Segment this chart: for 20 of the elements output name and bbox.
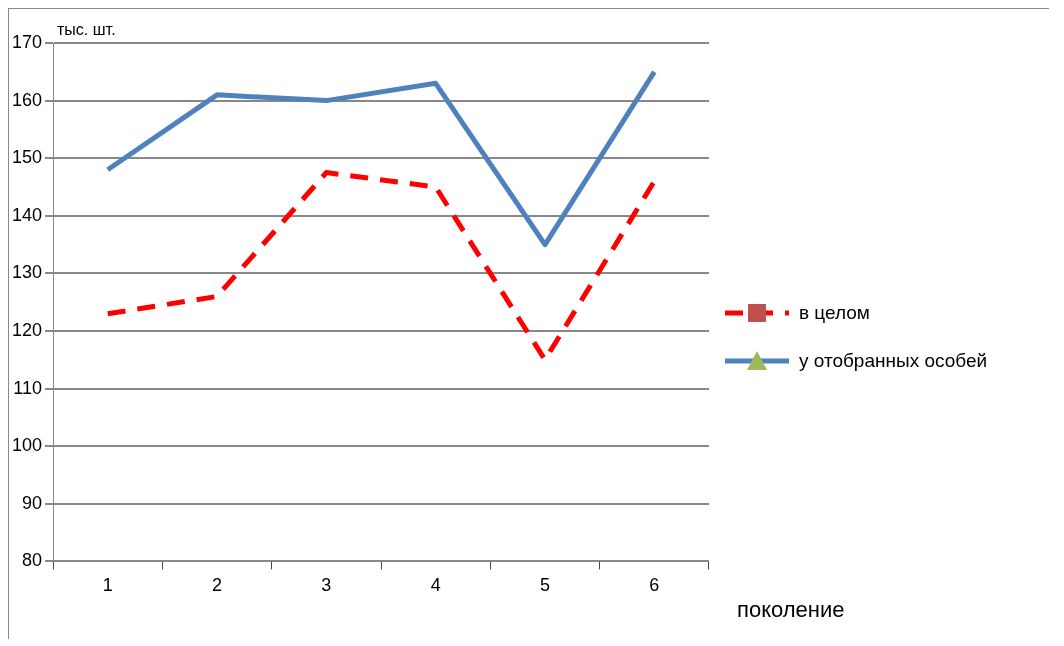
y-tick-label: 130 — [11, 262, 43, 283]
x-axis-title: поколение — [737, 597, 845, 623]
x-tick-label: 3 — [321, 575, 332, 596]
x-tick-label: 5 — [540, 575, 551, 596]
y-tick-label: 170 — [11, 31, 43, 52]
x-tick-label: 1 — [102, 575, 113, 596]
legend-label: в целом — [799, 302, 870, 324]
y-tick-label: 160 — [11, 89, 43, 110]
x-tick-label: 2 — [212, 575, 223, 596]
y-tick-label: 140 — [11, 204, 43, 225]
x-tick-label: 6 — [649, 575, 660, 596]
y-tick-label: 150 — [11, 147, 43, 168]
y-axis-title: тыс. шт. — [57, 21, 116, 39]
y-tick-label: 80 — [22, 550, 43, 571]
x-tick-label: 4 — [430, 575, 441, 596]
y-tick-label: 90 — [22, 492, 43, 513]
y-tick-label: 100 — [11, 435, 43, 456]
y-tick-label: 110 — [13, 377, 43, 398]
legend-label: у отобранных особей — [799, 350, 988, 372]
y-tick-label: 120 — [11, 319, 43, 340]
